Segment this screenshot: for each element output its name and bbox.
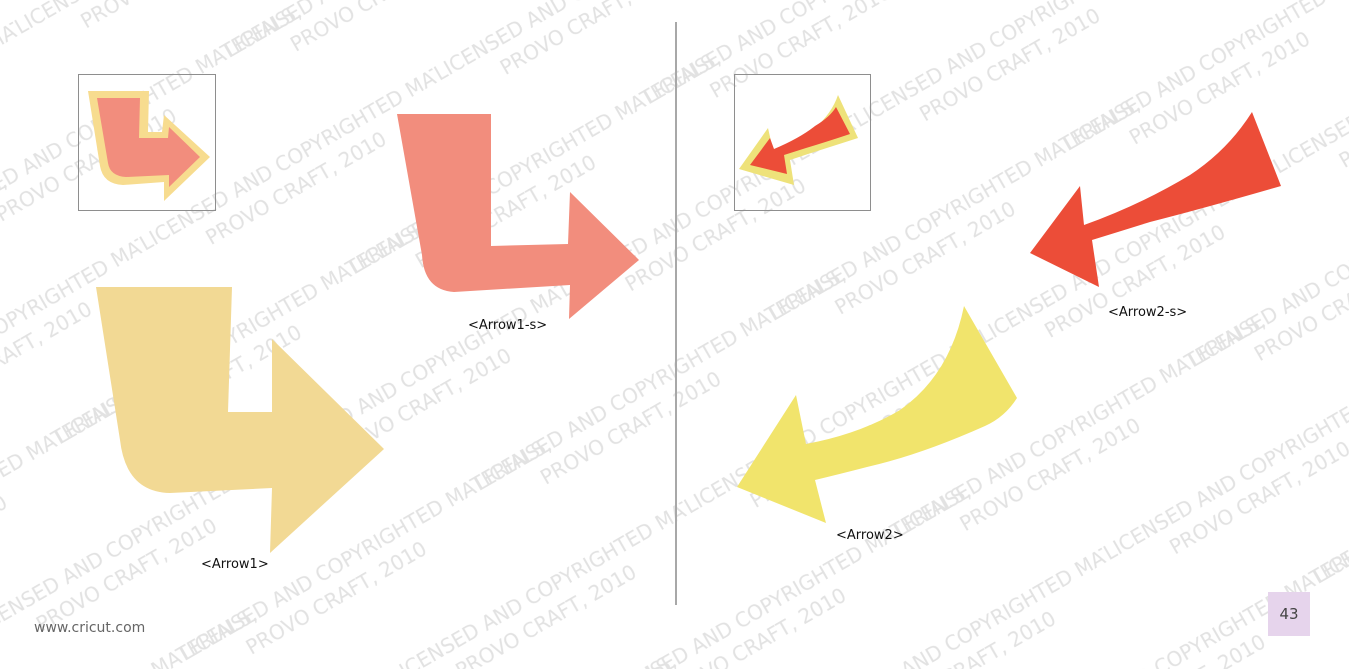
arrow1-thumbnail-frame bbox=[78, 74, 216, 211]
arrow1-small-shape bbox=[397, 114, 639, 319]
arrow2-thumbnail-frame bbox=[734, 74, 871, 211]
page-number-badge: 43 bbox=[1268, 592, 1310, 636]
page-number-text: 43 bbox=[1279, 605, 1298, 623]
arrow2-small-label: <Arrow2-s> bbox=[1108, 305, 1187, 320]
arrow1-small-label: <Arrow1-s> bbox=[468, 318, 547, 333]
arrow1-large-label: <Arrow1> bbox=[201, 557, 269, 572]
arrow2-large-shape bbox=[737, 306, 1017, 523]
arrow2-small-shape bbox=[1030, 112, 1281, 287]
arrow1-large-shape bbox=[96, 287, 384, 553]
arrow2-large-label: <Arrow2> bbox=[836, 528, 904, 543]
footer-url: www.cricut.com bbox=[34, 620, 145, 636]
